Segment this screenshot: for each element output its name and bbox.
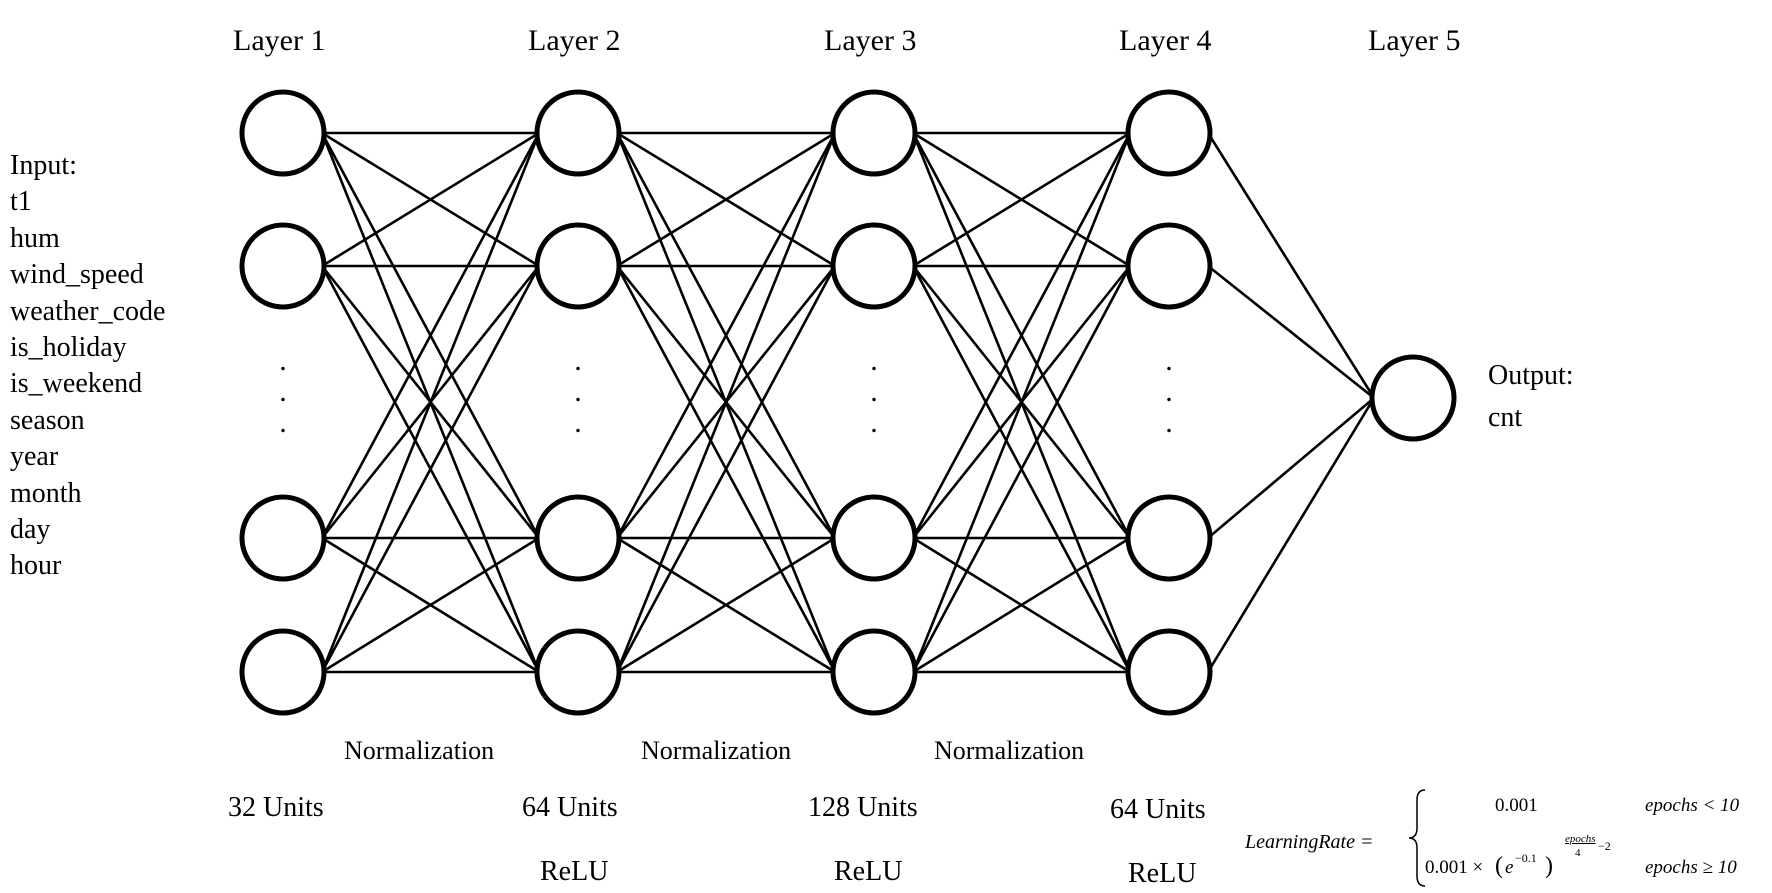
ellipsis-dot: . [279,344,287,377]
neuron-layer-4 [1125,222,1213,310]
ellipsis-dot: . [574,344,582,377]
neuron-layer-2 [534,628,622,716]
connection-line [321,536,540,674]
layer-3-activation: ReLU [834,856,903,887]
input-feature: hum [10,222,60,254]
connection-line [911,132,1132,673]
normalization-label-1: Normalization [344,736,495,765]
neuron-layer-1 [239,89,327,177]
input-feature: day [10,514,51,546]
input-feature: month [10,477,82,509]
neuron-layer-1 [239,628,327,716]
connection-line [911,132,1132,539]
normalization-label-3: Normalization [934,736,1085,765]
ellipsis-dot: . [1165,375,1173,408]
connection-line [320,132,541,673]
neuron-layer-3 [830,494,918,582]
neuron-layer-2 [534,222,622,310]
connection-line [912,131,1131,268]
input-feature: hour [10,550,62,582]
layer-5-title: Layer 5 [1368,24,1461,57]
connections [320,131,1376,674]
case2-exponent-tail: −2 [1598,839,1611,853]
layer-3-title: Layer 3 [824,24,917,57]
connection-line [911,265,1132,673]
case2-paren-open: ( [1495,853,1503,879]
neuron-layer-3 [830,628,918,716]
ellipsis-dot: . [1165,344,1173,377]
case2-base-exponent: −0.1 [1515,851,1537,865]
input-feature: season [10,404,85,436]
layer-4-title: Layer 4 [1119,24,1212,57]
input-feature: t1 [10,186,32,218]
input-feature: weather_code [10,295,166,327]
ellipsis-dot: . [870,344,878,377]
input-features-list: Input: t1 hum wind_speed weather_code is… [10,148,165,585]
neuron-layer-3 [830,222,918,310]
input-feature: is_weekend [10,368,143,400]
neuron-layer-3 [830,89,918,177]
case1-condition: epochs < 10 [1645,795,1740,816]
layer-4-activation: ReLU [1128,858,1197,889]
formula-brace [1408,789,1426,887]
output-target: cnt [1488,402,1523,433]
input-feature: year [10,441,59,473]
neurons [239,89,1457,716]
ellipsis-dot: . [870,375,878,408]
connection-line [321,131,540,268]
layer-2-units: 64 Units [522,792,618,823]
neuron-layer-2 [534,89,622,177]
neuron-layer-4 [1125,89,1213,177]
input-feature: is_holiday [10,332,127,364]
connection-line [320,132,541,539]
connection-line [615,132,837,673]
connection-line [1207,397,1375,539]
neuron-output [1369,354,1457,442]
layer-4-units: 64 Units [1110,794,1206,825]
connection-line [615,132,837,539]
ellipsis-dot: . [870,406,878,439]
case1-value: 0.001 [1495,795,1538,816]
ellipsis-dot: . [1165,406,1173,439]
ellipsis-dot: . [279,406,287,439]
normalization-label-2: Normalization [641,736,792,765]
case2-condition: epochs ≥ 10 [1645,857,1737,878]
case2-exponent-numerator: epochs [1565,833,1596,845]
connection-line [1206,132,1376,399]
neuron-layer-4 [1125,628,1213,716]
connection-line [1206,397,1376,673]
neuron-layer-1 [239,222,327,310]
input-heading: Input: [10,150,77,181]
output-heading: Output: [1488,360,1574,391]
neuron-layer-2 [534,494,622,582]
case2-base: e [1505,857,1514,878]
neuron-layer-4 [1125,494,1213,582]
case2-exponent-denominator: 4 [1575,847,1581,859]
input-feature: wind_speed [10,259,144,291]
formula-lhs: LearningRate = [1245,831,1374,853]
ellipsis-dots: ............ [279,344,1173,439]
connection-line [616,131,836,268]
connection-line [1207,264,1375,400]
connection-line [912,536,1131,674]
ellipsis-dot: . [574,375,582,408]
case2-value-prefix: 0.001 × [1425,857,1484,878]
ellipsis-dot: . [574,406,582,439]
case2-paren-close: ) [1545,853,1553,879]
layer-1-units: 32 Units [228,792,324,823]
connection-line [320,265,541,673]
layer-1-title: Layer 1 [233,24,326,57]
learning-rate-formula: LearningRate = 0.001 epochs < 10 0.001 ×… [1245,782,1765,892]
connection-line [616,536,836,674]
layer-3-units: 128 Units [808,792,918,823]
layer-2-activation: ReLU [540,856,609,887]
ellipsis-dot: . [279,375,287,408]
layer-2-title: Layer 2 [528,24,621,57]
connection-line [615,265,837,673]
neuron-layer-1 [239,494,327,582]
